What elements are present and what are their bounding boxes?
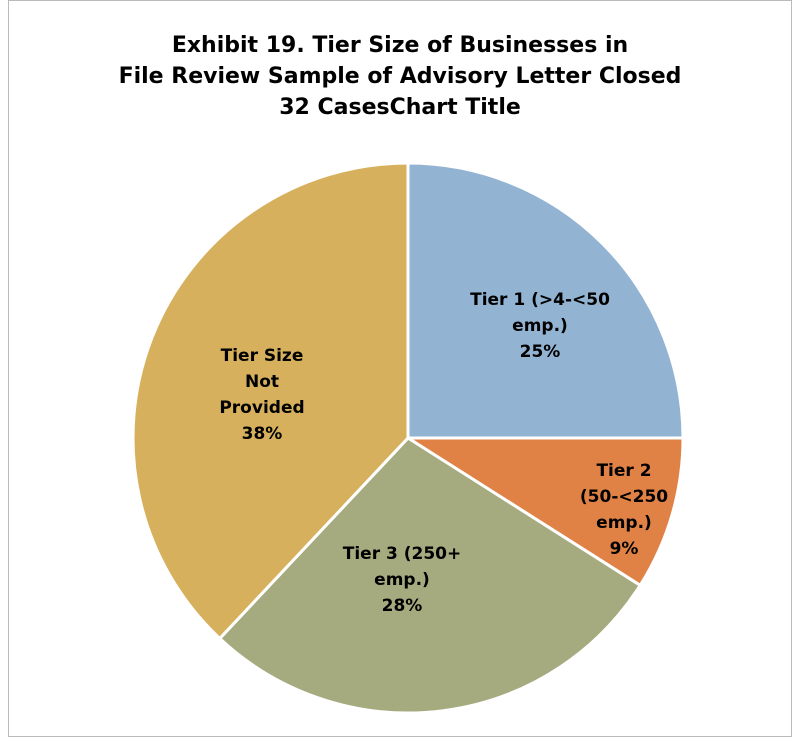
- pie-slice: [217, 436, 643, 715]
- category-label: Tier 3 (250+ emp.): [342, 544, 462, 590]
- category-label: Tier Size Not Provided: [219, 346, 305, 418]
- slice-label: Tier 3 (250+ emp.) 28%: [338, 541, 466, 619]
- title-line: Exhibit 19. Tier Size of Businesses in: [171, 33, 629, 58]
- chart-title: Exhibit 19. Tier Size of Businesses in F…: [8, 30, 792, 123]
- value-label: 9%: [609, 539, 639, 559]
- slice-label: Tier 1 (>4-<50 emp.) 25%: [465, 287, 615, 365]
- pie-slice: [131, 161, 410, 641]
- value-label: 38%: [241, 424, 283, 444]
- title-line: File Review Sample of Advisory Letter Cl…: [118, 64, 682, 89]
- category-label: Tier 2 (50-<250 emp.): [579, 461, 669, 533]
- pie-slice: [402, 436, 685, 588]
- value-label: 25%: [519, 342, 561, 362]
- slice-label: Tier 2 (50-<250 emp.) 9%: [576, 458, 672, 562]
- pie-slice: [406, 161, 685, 440]
- category-label: Tier 1 (>4-<50 emp.): [470, 290, 610, 336]
- value-label: 28%: [381, 596, 423, 616]
- slice-label: Tier Size Not Provided 38%: [210, 343, 314, 447]
- title-line: 32 CasesChart Title: [279, 95, 521, 120]
